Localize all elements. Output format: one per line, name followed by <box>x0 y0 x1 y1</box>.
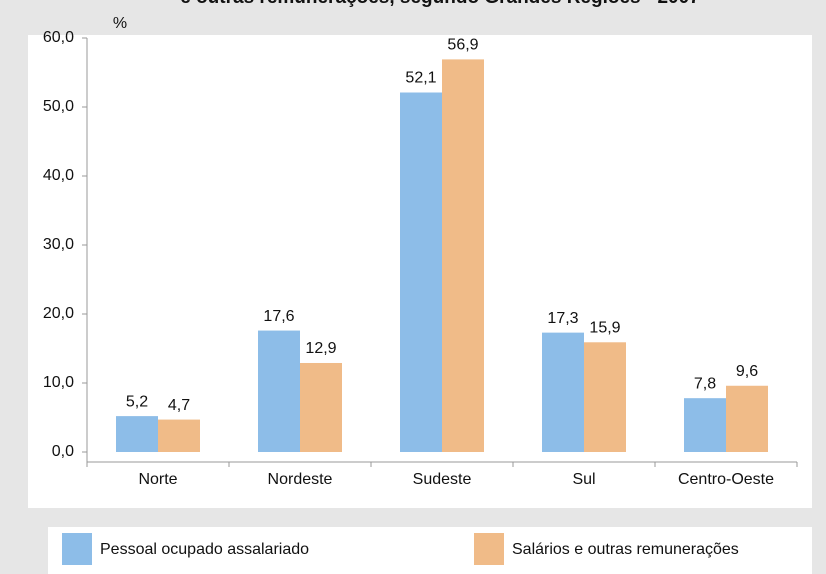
y-tick-label: 60,0 <box>43 29 74 46</box>
value-label: 17,3 <box>547 310 578 327</box>
bar <box>584 342 626 452</box>
value-label: 5,2 <box>126 393 148 410</box>
chart-title: e outras remunerações, segundo Grandes R… <box>180 0 700 8</box>
x-tick-label: Nordeste <box>268 471 333 488</box>
y-tick-label: 50,0 <box>43 98 74 115</box>
legend-label: Pessoal ocupado assalariado <box>100 541 309 558</box>
bar <box>400 92 442 452</box>
y-tick-label: 30,0 <box>43 236 74 253</box>
value-label: 7,8 <box>694 375 716 392</box>
value-label: 17,6 <box>263 308 294 325</box>
legend-label: Salários e outras remunerações <box>512 541 739 558</box>
bar <box>542 332 584 452</box>
value-label: 9,6 <box>736 363 758 380</box>
value-label: 15,9 <box>589 320 620 337</box>
value-label: 4,7 <box>168 397 190 414</box>
bar <box>684 398 726 452</box>
x-tick-label: Norte <box>138 471 177 488</box>
bar <box>442 59 484 452</box>
x-tick-label: Sul <box>572 471 595 488</box>
value-label: 52,1 <box>405 70 436 87</box>
bar <box>116 416 158 452</box>
legend-box <box>48 527 812 574</box>
y-tick-label: 20,0 <box>43 305 74 322</box>
y-tick-label: 40,0 <box>43 167 74 184</box>
x-tick-label: Centro-Oeste <box>678 471 774 488</box>
x-tick-label: Sudeste <box>413 471 472 488</box>
bar <box>726 385 768 452</box>
y-axis-label: % <box>113 15 127 32</box>
legend-swatch <box>474 533 504 565</box>
value-label: 56,9 <box>447 37 478 54</box>
y-tick-label: 0,0 <box>52 443 74 460</box>
bar <box>300 362 342 452</box>
legend-swatch <box>62 533 92 565</box>
bar <box>158 419 200 452</box>
y-tick-label: 10,0 <box>43 374 74 391</box>
bar <box>258 330 300 452</box>
value-label: 12,9 <box>305 340 336 357</box>
